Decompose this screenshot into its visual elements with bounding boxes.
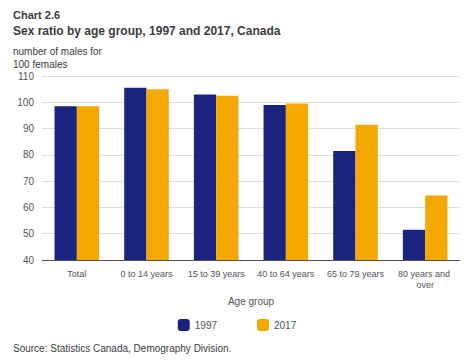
svg-text:100: 100: [17, 97, 34, 108]
svg-text:50: 50: [23, 228, 35, 239]
svg-text:2017: 2017: [274, 320, 297, 331]
svg-text:1997: 1997: [195, 320, 218, 331]
svg-text:Source: Statistics Canada, Dem: Source: Statistics Canada, Demography Di…: [13, 343, 231, 354]
svg-text:70: 70: [23, 176, 35, 187]
svg-text:over: over: [416, 280, 434, 290]
svg-text:40 to 64 years: 40 to 64 years: [257, 269, 315, 279]
svg-text:40: 40: [23, 255, 35, 266]
svg-text:110: 110: [18, 71, 34, 82]
svg-text:80 years and: 80 years and: [398, 269, 453, 279]
svg-text:60: 60: [23, 202, 35, 213]
svg-text:15 to 39 years: 15 to 39 years: [188, 269, 246, 279]
svg-text:100 females: 100 females: [13, 59, 67, 70]
svg-text:Sex ratio by age group, 1997 a: Sex ratio by age group, 1997 and 2017, C…: [13, 24, 281, 38]
svg-text:Age group: Age group: [228, 296, 275, 307]
svg-text:0 to 14 years: 0 to 14 years: [120, 269, 173, 279]
svg-text:65 to 79 years: 65 to 79 years: [327, 269, 385, 279]
svg-text:80: 80: [23, 149, 35, 160]
svg-text:Total: Total: [67, 269, 86, 279]
svg-text:Chart 2.6: Chart 2.6: [13, 9, 60, 21]
svg-text:90: 90: [23, 123, 35, 134]
svg-text:number of males for: number of males for: [13, 46, 103, 57]
